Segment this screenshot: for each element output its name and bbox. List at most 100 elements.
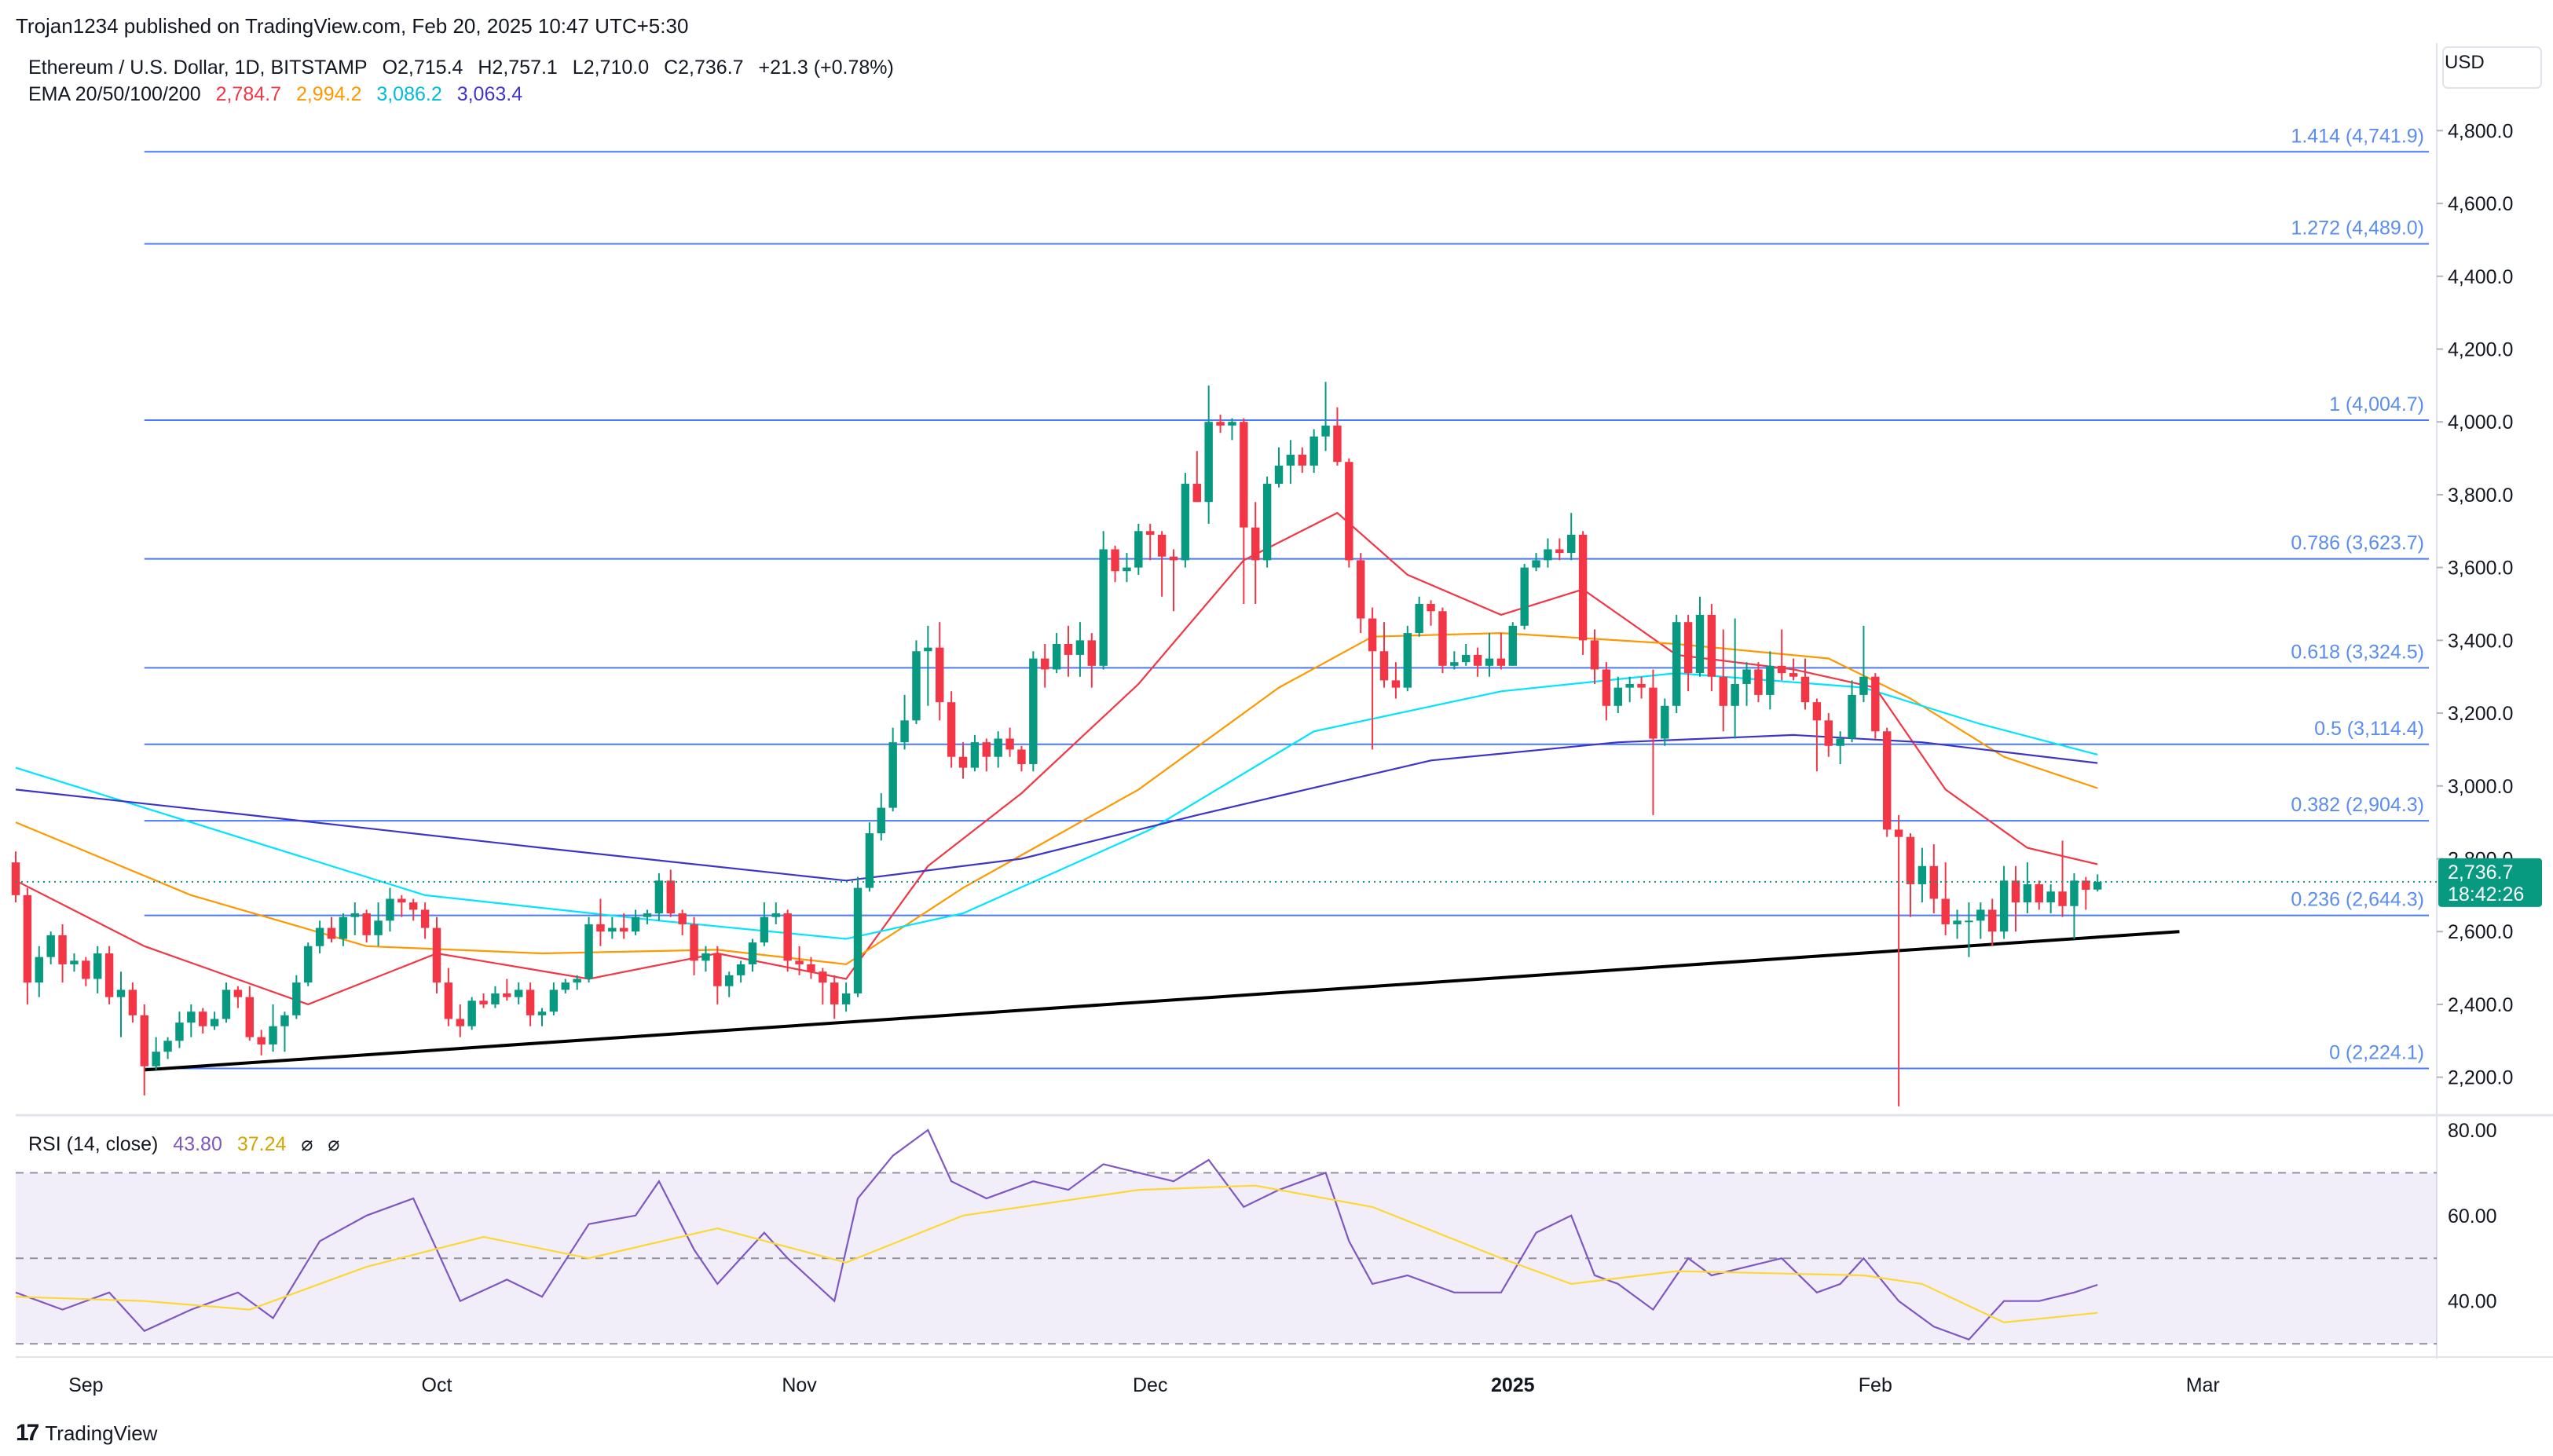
trendline-layer bbox=[144, 930, 2180, 1072]
candle bbox=[1321, 382, 1330, 452]
candle-body bbox=[327, 927, 336, 939]
currency-label[interactable]: USD bbox=[2445, 52, 2485, 73]
candle-body bbox=[1649, 687, 1657, 739]
candle bbox=[584, 916, 593, 983]
candle bbox=[350, 902, 359, 935]
candle-body bbox=[1637, 683, 1646, 688]
candle-body bbox=[690, 924, 698, 961]
candle-body bbox=[1029, 658, 1038, 764]
candle bbox=[1485, 633, 1494, 677]
time-tick-label: 2025 bbox=[1491, 1374, 1535, 1396]
candle-body bbox=[2082, 880, 2090, 890]
candle bbox=[397, 894, 406, 917]
candle bbox=[362, 909, 371, 943]
candle bbox=[304, 942, 313, 986]
candle bbox=[269, 1004, 277, 1052]
candle-body bbox=[1672, 622, 1681, 706]
candle-body bbox=[152, 1052, 160, 1066]
fib-level-label: 1.414 (4,741.9) bbox=[2291, 125, 2424, 147]
last-price-marker: 2,736.718:42:26 bbox=[16, 858, 2542, 907]
candle bbox=[1602, 662, 1611, 721]
candle-body bbox=[865, 833, 874, 888]
candle bbox=[140, 1004, 148, 1096]
candle-body bbox=[1240, 422, 1248, 528]
candle-body bbox=[1298, 454, 1306, 466]
candle bbox=[1567, 513, 1576, 561]
candle-body bbox=[1357, 560, 1365, 619]
candle-body bbox=[853, 887, 863, 994]
candle-body bbox=[807, 964, 815, 972]
price-tick-label: 2,600.0 bbox=[2448, 921, 2513, 943]
candle bbox=[1368, 607, 1377, 750]
candle bbox=[1906, 833, 1915, 917]
candle bbox=[1625, 676, 1634, 703]
candle bbox=[386, 887, 394, 932]
candle-body bbox=[1041, 658, 1049, 670]
time-tick-label: Oct bbox=[422, 1374, 452, 1396]
candle bbox=[1578, 531, 1588, 655]
candle-body bbox=[1005, 738, 1014, 750]
candle bbox=[701, 946, 710, 972]
candle-body bbox=[1929, 865, 1938, 899]
candle-body bbox=[397, 898, 406, 903]
candle-body bbox=[1508, 625, 1517, 666]
candle-body bbox=[210, 1019, 219, 1026]
candle-body bbox=[35, 957, 43, 983]
candle-body bbox=[1228, 422, 1236, 426]
rsi-tick-label: 60.00 bbox=[2448, 1205, 2497, 1227]
candle bbox=[994, 731, 1002, 768]
candle-body bbox=[339, 916, 348, 939]
candle-body bbox=[1590, 640, 1599, 670]
candle-body bbox=[304, 946, 313, 983]
price-tick-label: 3,800.0 bbox=[2448, 485, 2513, 507]
candle bbox=[1649, 669, 1657, 815]
candle-body bbox=[1555, 549, 1564, 554]
chart-canvas[interactable]: 1.414 (4,741.9) 1.272 (4,489.0) 1 (4,004.7… bbox=[0, 0, 2553, 1414]
candle bbox=[1450, 651, 1459, 670]
candle bbox=[46, 931, 55, 964]
candle bbox=[1766, 651, 1775, 710]
candle-body bbox=[315, 927, 324, 946]
ema-label: EMA 20/50/100/200 bbox=[28, 83, 201, 105]
candle-body bbox=[1262, 484, 1272, 561]
candle-body bbox=[1824, 720, 1833, 746]
candle bbox=[947, 691, 956, 768]
candle bbox=[1286, 440, 1295, 485]
candle-body bbox=[1731, 683, 1739, 706]
candle bbox=[1333, 407, 1342, 466]
candle-body bbox=[1321, 425, 1330, 437]
candle-body bbox=[830, 982, 839, 1004]
candle-body bbox=[257, 1037, 266, 1044]
candle bbox=[1192, 451, 1201, 503]
candle-body bbox=[1368, 618, 1377, 652]
candle-body bbox=[1017, 749, 1026, 764]
candle bbox=[467, 997, 476, 1030]
candle bbox=[841, 982, 851, 1012]
candle-body bbox=[1941, 898, 1950, 924]
candle-body bbox=[116, 990, 126, 997]
candle bbox=[1087, 633, 1096, 688]
publisher-header: Trojan1234 published on TradingView.com,… bbox=[16, 14, 689, 38]
candle-body bbox=[515, 990, 523, 997]
candle-body bbox=[491, 993, 500, 1004]
candle-body bbox=[1099, 549, 1108, 666]
candle-body bbox=[537, 1012, 547, 1015]
fib-level-label: 0 (2,224.1) bbox=[2329, 1041, 2424, 1063]
candle bbox=[175, 1012, 184, 1048]
ohlc-low: L2,710.0 bbox=[572, 57, 650, 79]
rsi-tick-label: 80.00 bbox=[2448, 1120, 2497, 1142]
candle bbox=[1099, 531, 1108, 670]
candle-body bbox=[1999, 880, 2009, 932]
candle bbox=[748, 938, 757, 972]
candle bbox=[725, 971, 734, 997]
candle-body bbox=[1462, 654, 1471, 663]
candle-body bbox=[1427, 604, 1435, 612]
candle bbox=[327, 916, 336, 943]
candle-body bbox=[386, 898, 394, 921]
candle-body bbox=[1520, 567, 1529, 626]
tradingview-footer[interactable]: 17 TradingView bbox=[16, 1420, 157, 1447]
candle bbox=[819, 968, 827, 1004]
candle-body bbox=[1906, 836, 1915, 884]
candle-body bbox=[1216, 422, 1225, 426]
candle-body bbox=[1169, 556, 1178, 561]
